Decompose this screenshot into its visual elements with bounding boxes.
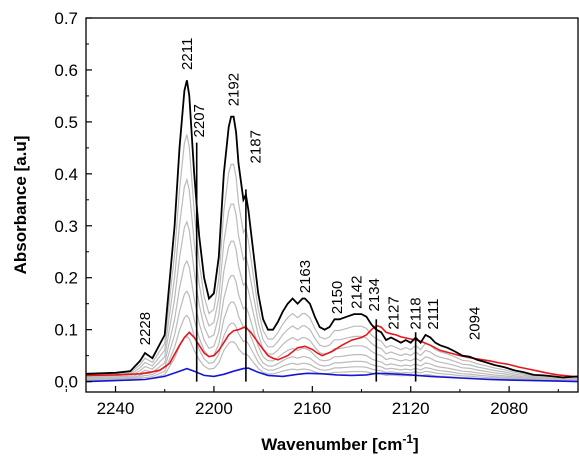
peak-label: 2192 [226,73,243,106]
peak-label: 2142 [349,276,366,309]
intermediate-series-line [85,220,579,381]
peak-label: 2094 [467,307,484,340]
x-tick-label: 2160 [293,399,331,418]
x-tick-label: 2120 [392,399,430,418]
intermediate-series-line [85,134,579,379]
peak-label: 2150 [329,281,346,314]
y-tick-label: 0.0 [54,373,78,392]
peak-label: 2207 [191,104,208,137]
y-tick-label: 0.2 [54,269,78,288]
x-axis: 2240 2200 2160 2120 2080 [65,386,559,418]
y-tick-label: 0.4 [54,165,78,184]
peak-label: 2118 [408,297,425,329]
x-tick-label: 2200 [195,399,233,418]
y-tick-label: 0.1 [54,321,78,340]
series-layer [85,80,579,383]
x-tick-label: 2080 [490,399,528,418]
marker-layer [195,142,417,382]
top-series-line [85,80,579,379]
y-axis-title: Absorbance [a.u] [11,136,30,275]
y-tick-label: 0.3 [54,217,78,236]
intermediate-series-line [85,290,579,382]
peak-label: 2187 [248,130,265,163]
peak-label: 2111 [425,299,442,330]
x-axis-title: Wavenumber [cm-1] [261,432,418,454]
annotation-layer: 2228 2211 2207 2192 2187 2163 2150 2142 21342127… [137,38,484,346]
peak-label: 2228 [137,312,154,345]
peak-label: 2127 [386,296,403,329]
intermediate-series-line [85,314,579,382]
y-axis: 0.0 0.1 0.2 0.3 0.4 0.5 0.6 0.7 [54,9,92,392]
peak-label: 2163 [297,260,314,293]
peak-label: 2211 [179,38,196,70]
y-tick-label: 0.7 [54,9,78,28]
x-tick-label: 2240 [97,399,135,418]
plot-frame [85,17,579,393]
blue-series-line [85,367,579,383]
peak-label: 2134 [366,278,383,311]
y-tick-label: 0.5 [54,113,78,132]
intermediate-series-line [85,177,579,380]
y-tick-label: 0.6 [54,61,78,80]
intermediate-series-line [85,259,579,381]
